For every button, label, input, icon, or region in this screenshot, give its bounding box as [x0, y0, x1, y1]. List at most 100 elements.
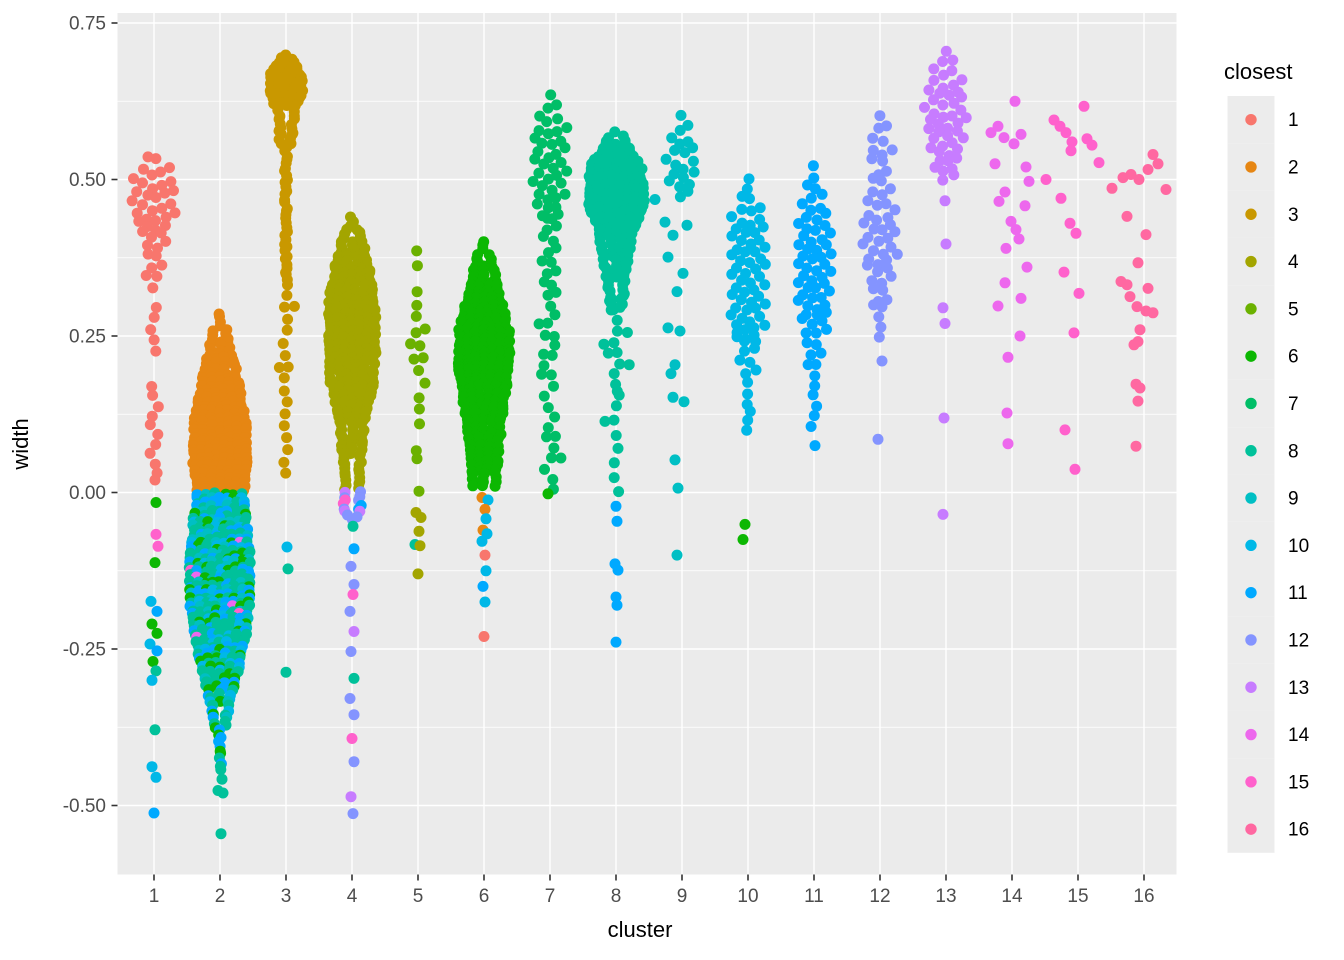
legend-label: 13: [1288, 678, 1309, 699]
x-tick-label: 11: [804, 886, 824, 907]
data-point: [925, 113, 936, 125]
data-point: [146, 381, 158, 392]
data-point: [215, 764, 227, 776]
data-point: [467, 480, 479, 492]
data-point: [928, 74, 940, 86]
data-point: [419, 377, 431, 389]
data-point: [150, 665, 162, 677]
data-point: [805, 421, 817, 432]
data-point: [754, 270, 765, 282]
data-point: [137, 199, 148, 211]
data-point: [923, 123, 935, 135]
x-tick-label: 10: [737, 886, 758, 907]
data-point: [147, 656, 159, 667]
data-point: [548, 442, 560, 454]
data-point: [281, 396, 293, 408]
data-point: [687, 155, 699, 167]
data-point: [726, 249, 738, 261]
data-point: [144, 419, 156, 431]
data-point: [811, 214, 823, 226]
data-point: [549, 411, 561, 423]
data-point: [146, 674, 158, 686]
data-point: [611, 347, 623, 358]
data-point: [417, 352, 429, 364]
data-point: [943, 89, 955, 101]
data-point: [798, 230, 810, 242]
data-point: [681, 219, 693, 231]
data-point: [559, 188, 571, 200]
data-point: [744, 356, 756, 368]
cluster-7-points: [527, 89, 573, 500]
data-point: [148, 311, 160, 323]
data-point: [1000, 242, 1012, 254]
data-point: [165, 176, 177, 188]
y-tick-label: 0.00: [69, 483, 106, 504]
data-point: [623, 359, 635, 371]
data-point: [549, 309, 561, 321]
data-point: [414, 340, 426, 352]
data-point: [999, 277, 1011, 289]
x-tick-label: 2: [215, 886, 226, 907]
data-point: [282, 361, 294, 373]
data-point: [744, 193, 755, 205]
data-point: [823, 285, 835, 297]
cluster-10-points: [725, 173, 771, 545]
data-point: [278, 456, 290, 468]
data-point: [138, 163, 149, 175]
data-point: [541, 116, 553, 128]
data-point: [793, 218, 805, 229]
data-point: [621, 327, 633, 338]
legend-swatch: [1245, 776, 1257, 788]
data-point: [861, 259, 873, 271]
data-point: [345, 560, 357, 572]
data-point: [872, 433, 884, 445]
data-point: [889, 226, 901, 238]
data-point: [1021, 261, 1033, 273]
data-point: [344, 605, 356, 617]
legend-swatch: [1245, 492, 1257, 504]
data-point: [1066, 136, 1078, 148]
data-point: [857, 238, 869, 250]
data-point: [215, 828, 227, 840]
data-point: [669, 359, 681, 371]
data-point: [282, 279, 293, 291]
data-point: [877, 284, 889, 296]
data-point: [1134, 324, 1146, 336]
data-point: [555, 177, 567, 189]
data-point: [288, 300, 300, 312]
data-point: [1005, 215, 1017, 227]
data-point: [610, 400, 622, 412]
data-point: [538, 390, 550, 402]
data-point: [880, 165, 892, 177]
cluster-3-points: [264, 49, 309, 678]
data-point: [1069, 463, 1081, 475]
data-point: [792, 294, 804, 306]
data-point: [1106, 182, 1118, 194]
data-point: [805, 192, 817, 204]
data-point: [820, 207, 832, 219]
data-point: [146, 410, 158, 422]
data-point: [1070, 227, 1082, 239]
data-point: [663, 175, 675, 187]
data-point: [948, 169, 960, 181]
data-point: [147, 282, 159, 294]
data-point: [149, 458, 161, 470]
data-point: [411, 453, 423, 465]
y-tick-label: 0.25: [69, 327, 106, 348]
data-point: [156, 259, 168, 271]
data-point: [928, 132, 940, 144]
data-point: [348, 756, 360, 768]
data-point: [282, 444, 294, 456]
data-point: [551, 126, 563, 138]
legend-label: 7: [1288, 394, 1299, 415]
data-point: [825, 248, 837, 260]
x-tick-label: 14: [1001, 886, 1023, 907]
data-point: [649, 194, 661, 205]
data-point: [726, 230, 738, 242]
data-point: [1142, 164, 1154, 175]
data-point: [937, 508, 949, 520]
data-point: [1015, 128, 1027, 140]
data-point: [956, 91, 968, 103]
legend-label: 3: [1288, 205, 1299, 226]
data-point: [345, 791, 357, 803]
